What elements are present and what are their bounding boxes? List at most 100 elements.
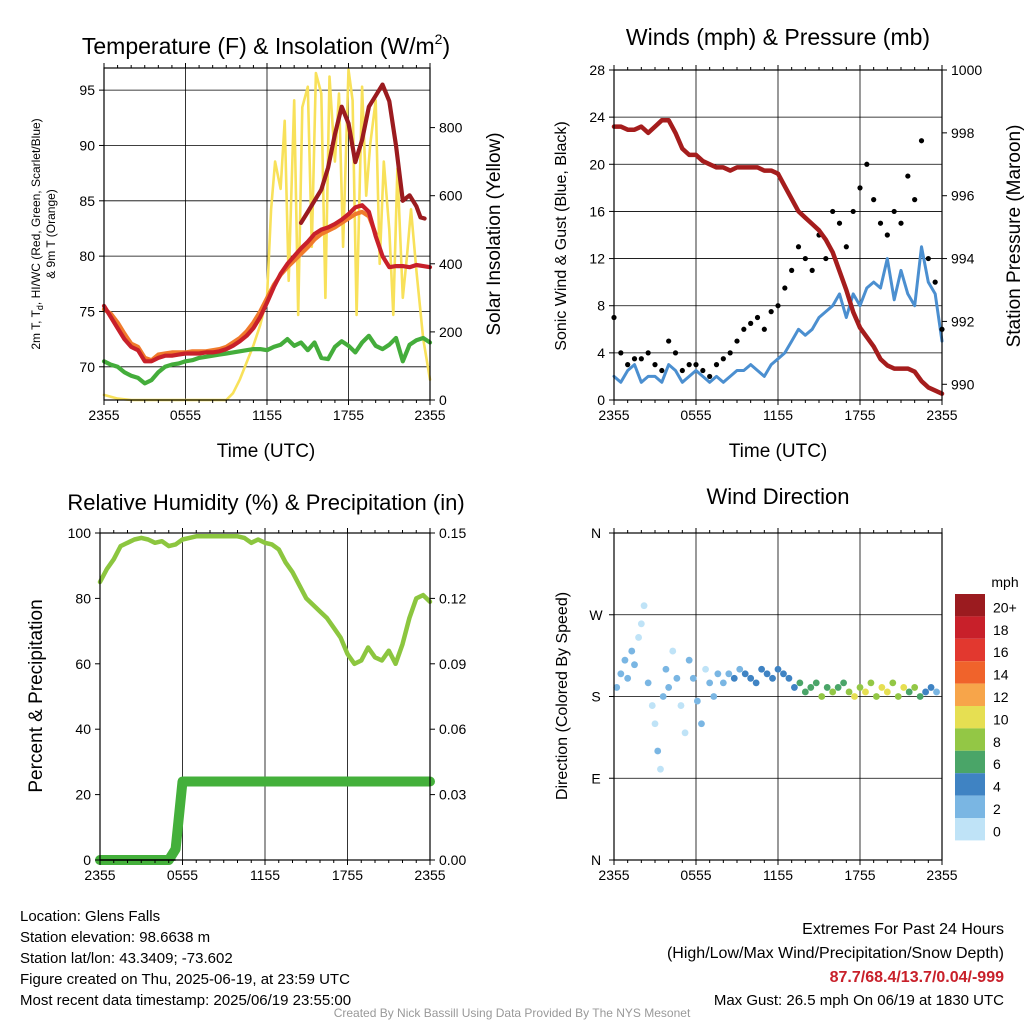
y-tick-label: 70 bbox=[79, 359, 95, 375]
gust-point bbox=[925, 255, 931, 262]
y-right-tick-label: 0 bbox=[439, 392, 447, 408]
x-tick-label: 1755 bbox=[844, 867, 875, 883]
direction-point bbox=[702, 665, 709, 673]
legend-label: 16 bbox=[993, 644, 1009, 660]
temperature-title: Temperature (F) & Insolation (W/m2) bbox=[82, 31, 450, 59]
gust-point bbox=[748, 320, 754, 326]
direction-point bbox=[916, 693, 924, 700]
x-tick-label: 1155 bbox=[250, 867, 280, 883]
gust-point bbox=[918, 138, 925, 144]
direction-point bbox=[873, 693, 880, 700]
y-tick-label: W bbox=[589, 607, 603, 623]
x-tick-label: 0555 bbox=[680, 867, 711, 883]
legend-swatch bbox=[955, 728, 985, 751]
humidity-title: Relative Humidity (%) & Precipitation (i… bbox=[67, 490, 464, 515]
direction-point bbox=[714, 670, 722, 678]
direction-point bbox=[905, 688, 913, 696]
direction-point bbox=[823, 684, 831, 691]
gust-point bbox=[707, 373, 713, 380]
direction-point bbox=[796, 679, 804, 687]
series-line-t2m bbox=[101, 203, 433, 364]
station-latlon: Station lat/lon: 43.3409; -73.602 bbox=[20, 950, 233, 967]
station-elevation: Station elevation: 98.6638 m bbox=[20, 929, 211, 946]
y-right-tick-label: 992 bbox=[951, 313, 975, 329]
legend-swatch bbox=[955, 750, 985, 774]
legend-swatch bbox=[955, 795, 985, 818]
direction-title: Wind Direction bbox=[706, 484, 849, 509]
gust-point bbox=[618, 350, 624, 356]
x-tick-label: 2355 bbox=[926, 407, 957, 423]
x-tick-label: 1755 bbox=[332, 867, 363, 883]
gust-point bbox=[666, 338, 672, 344]
temperature-panel: Temperature (F) & Insolation (W/m2) 2355… bbox=[29, 31, 505, 462]
direction-point bbox=[621, 656, 629, 664]
gust-point bbox=[795, 244, 802, 250]
series-line-td bbox=[101, 333, 433, 386]
direction-point bbox=[685, 656, 693, 664]
y-tick-label: 24 bbox=[589, 109, 605, 125]
winds-ylabel-right: Station Pressure (Maroon) bbox=[1004, 125, 1024, 348]
extremes-box: Extremes For Past 24 Hours (High/Low/Max… bbox=[667, 918, 1004, 1012]
temperature-ylabel-right: Solar Insolation (Yellow) bbox=[484, 132, 505, 335]
direction-point bbox=[624, 674, 632, 682]
y-tick-label: 60 bbox=[75, 656, 91, 672]
y-right-tick-label: 1000 bbox=[951, 62, 982, 78]
direction-point bbox=[927, 684, 935, 691]
y-tick-label: 0 bbox=[597, 392, 605, 408]
direction-point bbox=[640, 602, 648, 610]
gust-point bbox=[693, 362, 699, 368]
direction-point bbox=[889, 679, 897, 687]
direction-point bbox=[710, 693, 718, 700]
x-tick-label: 0555 bbox=[167, 867, 198, 883]
legend-label: 12 bbox=[993, 689, 1009, 705]
x-tick-label: 2355 bbox=[88, 407, 119, 423]
recent-timestamp: Most recent data timestamp: 2025/06/19 2… bbox=[20, 992, 352, 1009]
legend-swatch bbox=[955, 616, 985, 639]
temperature-xlabel: Time (UTC) bbox=[217, 441, 316, 462]
speed-legend: mph 20+ 18 16 14 12 10 8 6 4 2 0 bbox=[955, 574, 1019, 841]
direction-point bbox=[763, 670, 771, 678]
direction-point bbox=[730, 674, 738, 682]
direction-ylabel-left: Direction (Colored By Speed) bbox=[554, 592, 571, 800]
gust-point bbox=[932, 279, 938, 285]
gust-point bbox=[700, 367, 706, 374]
direction-point bbox=[845, 688, 853, 696]
direction-point bbox=[613, 684, 621, 691]
x-tick-label: 1155 bbox=[763, 407, 793, 423]
y-right-tick-label: 996 bbox=[951, 188, 975, 204]
gust-point bbox=[713, 362, 720, 368]
legend-swatch bbox=[955, 683, 985, 706]
series-line-t9m bbox=[101, 209, 378, 363]
legend-label: 14 bbox=[993, 667, 1009, 683]
humidity-ylabel-left: Percent & Precipitation bbox=[26, 599, 47, 792]
gust-point bbox=[659, 367, 665, 374]
direction-point bbox=[883, 688, 891, 696]
direction-point bbox=[648, 702, 656, 709]
y-right-tick-label: 994 bbox=[951, 251, 975, 267]
direction-point bbox=[659, 693, 667, 700]
winds-panel: Winds (mph) & Pressure (mb) 2355 0555 1155… bbox=[553, 24, 1024, 462]
direction-point bbox=[719, 679, 727, 687]
direction-point bbox=[922, 688, 929, 696]
direction-point bbox=[677, 702, 685, 709]
y-tick-label: N bbox=[591, 525, 601, 541]
winds-title: Winds (mph) & Pressure (mb) bbox=[626, 24, 930, 50]
y-right-tick-label: 600 bbox=[439, 188, 463, 204]
station-info: Location: Glens Falls Station elevation:… bbox=[20, 906, 351, 1011]
max-gust: Max Gust: 26.5 mph On 06/19 at 1830 UTC bbox=[713, 992, 1004, 1009]
direction-point bbox=[644, 679, 652, 687]
direction-point bbox=[774, 665, 782, 673]
gust-point bbox=[761, 326, 767, 332]
direction-point bbox=[812, 679, 820, 687]
y-tick-label: 12 bbox=[589, 251, 605, 267]
direction-point bbox=[801, 688, 809, 696]
y-tick-label: N bbox=[591, 852, 601, 868]
y-right-tick-label: 400 bbox=[439, 256, 463, 272]
y-tick-label: 80 bbox=[75, 590, 91, 606]
gust-point bbox=[652, 362, 658, 368]
y-tick-label: 95 bbox=[79, 82, 95, 98]
direction-point bbox=[878, 684, 886, 691]
direction-point bbox=[673, 674, 681, 682]
direction-point bbox=[894, 693, 902, 700]
